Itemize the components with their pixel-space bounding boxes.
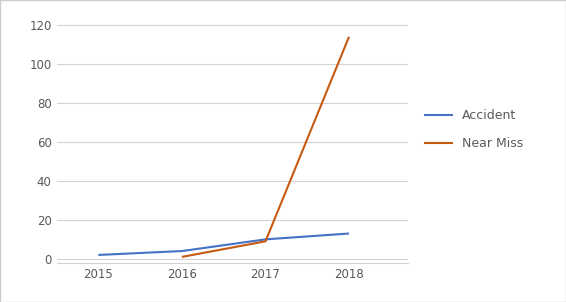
- Line: Near Miss: Near Miss: [182, 37, 349, 257]
- Accident: [95, 253, 102, 257]
- Accident: [262, 238, 269, 241]
- Accident: [346, 232, 353, 235]
- Accident: [178, 249, 185, 253]
- Line: Accident: Accident: [98, 233, 349, 255]
- Near Miss: [346, 35, 353, 39]
- Near Miss: [262, 239, 269, 243]
- Legend: Accident, Near Miss: Accident, Near Miss: [421, 106, 527, 154]
- Near Miss: [178, 255, 185, 259]
